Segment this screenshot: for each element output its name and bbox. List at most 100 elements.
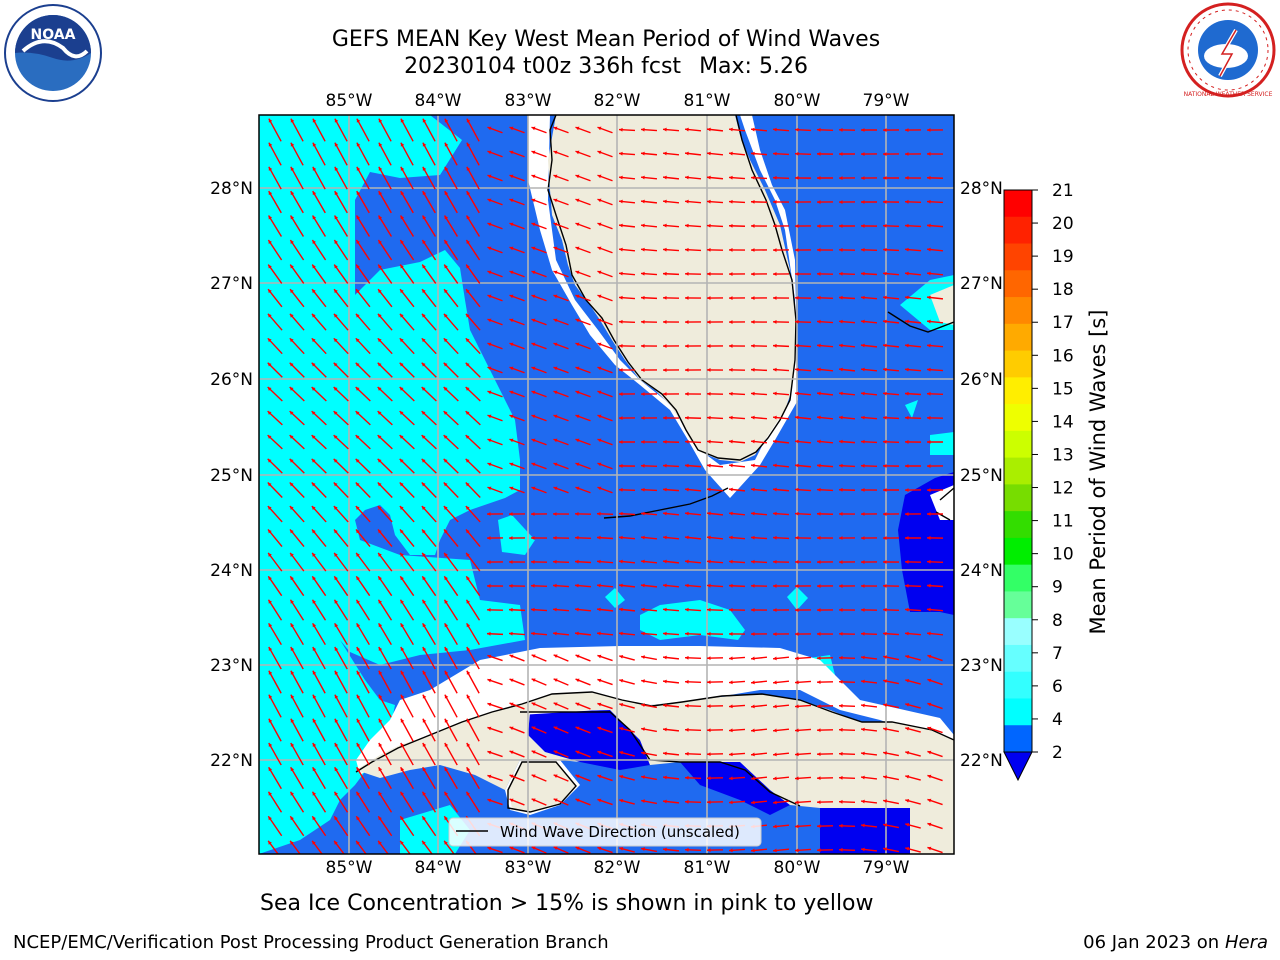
wind-arrow [443, 529, 459, 547]
wind-arrow [531, 798, 547, 806]
wind-arrow [750, 511, 768, 516]
wind-arrow [422, 670, 436, 694]
wind-arrow [444, 742, 458, 766]
wind-arrow [882, 512, 900, 516]
wind-arrow [531, 846, 547, 854]
wind-arrow [267, 288, 283, 308]
wind-arrow [750, 487, 768, 492]
wind-arrow [662, 559, 680, 564]
wind-arrow [289, 313, 305, 331]
lat-label-left: 24°N [210, 561, 253, 581]
wind-arrow [728, 607, 746, 612]
colorbar-segment [1004, 377, 1032, 405]
wind-arrow [268, 622, 282, 646]
wind-arrow [378, 622, 392, 646]
wind-arrow [553, 246, 569, 254]
wind-arrow [706, 223, 724, 228]
lon-label-bottom: 83°W [505, 858, 552, 878]
wind-arrow [750, 728, 768, 733]
wind-arrow [816, 824, 834, 829]
wind-arrow [618, 607, 636, 612]
wind-arrow [597, 654, 613, 662]
wind-arrow [772, 632, 790, 636]
wind-arrow [552, 631, 570, 636]
wind-arrow [618, 559, 636, 564]
wind-arrow [377, 791, 393, 813]
wind-arrow [289, 337, 305, 355]
wind-arrow [575, 198, 591, 206]
wind-arrow [772, 680, 790, 685]
wind-arrow [619, 798, 635, 805]
wind-arrow [575, 438, 591, 446]
wind-arrow [860, 295, 878, 300]
wind-arrow [443, 791, 459, 813]
wind-arrow [509, 438, 525, 446]
wind-arrow [575, 702, 591, 710]
wind-arrow [882, 295, 900, 300]
wind-arrow [926, 391, 944, 396]
wind-arrow [553, 462, 569, 470]
wind-arrow [641, 655, 657, 661]
wind-arrow [487, 846, 503, 854]
wind-arrow [640, 368, 658, 372]
colorbar-segment [1004, 243, 1032, 271]
wind-arrow [333, 458, 349, 474]
wind-arrow [400, 694, 414, 718]
map-frame [258, 114, 955, 855]
wind-arrow [904, 488, 922, 492]
wind-arrow [860, 439, 878, 444]
wind-arrow [860, 799, 878, 804]
wind-arrow [772, 248, 790, 252]
wind-arrow [421, 599, 437, 621]
wind-arrow [487, 774, 503, 782]
wind-arrow [662, 655, 680, 660]
wind-arrow [662, 199, 680, 204]
wind-arrow [355, 239, 371, 261]
wind-arrow [684, 727, 702, 732]
wind-arrow [662, 607, 680, 612]
wind-arrow [860, 655, 878, 660]
wind-arrow [838, 248, 856, 252]
wind-arrow [838, 271, 856, 276]
wind-arrow [508, 536, 526, 540]
colorbar-tick-label: 6 [1052, 677, 1063, 697]
wind-arrow [465, 505, 481, 523]
wind-arrow [772, 200, 790, 204]
wind-arrow [377, 815, 393, 837]
colorbar-segment [1004, 725, 1032, 753]
wind-arrow [312, 166, 326, 190]
wind-arrow [466, 670, 480, 694]
wind-arrow [794, 511, 812, 516]
arrow-legend: Wind Wave Direction (unscaled) [448, 817, 762, 847]
wind-arrow [334, 670, 348, 694]
colorbar-tick-label: 2 [1052, 743, 1063, 763]
wind-arrow [443, 288, 459, 308]
wind-arrow [926, 464, 944, 468]
colorbar-tick-label: 17 [1052, 313, 1074, 333]
wind-arrow [860, 343, 878, 348]
wind-arrow [575, 750, 591, 758]
wind-arrow [443, 337, 459, 355]
cyan-region-west [259, 115, 525, 854]
wind-arrow [816, 319, 834, 324]
wind-arrow [882, 128, 900, 132]
wind-arrow [816, 608, 834, 612]
wind-arrow [882, 631, 900, 636]
wind-arrow [838, 560, 856, 564]
wind-arrow [531, 294, 547, 302]
wind-arrow [311, 386, 327, 402]
wind-arrow [927, 846, 943, 854]
wind-arrow [904, 536, 922, 540]
wind-arrow [641, 727, 657, 733]
wind-arrow [509, 222, 525, 230]
wind-arrow [509, 390, 525, 398]
wind-arrow [312, 622, 326, 646]
wind-arrow [662, 583, 680, 588]
wind-arrow [794, 176, 812, 180]
wind-arrow [487, 390, 503, 398]
wind-arrow [618, 175, 636, 180]
wind-arrow [356, 718, 370, 742]
lon-label-top: 85°W [326, 91, 373, 111]
wind-arrow [487, 438, 503, 446]
wind-arrow [466, 766, 480, 790]
